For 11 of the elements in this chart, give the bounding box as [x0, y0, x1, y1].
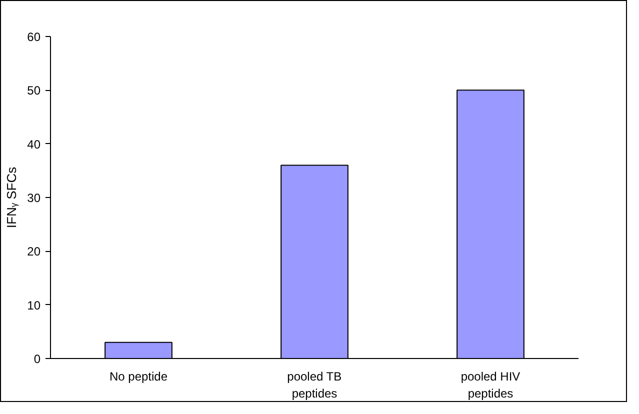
y-tick-label: 60 [27, 30, 41, 44]
x-tick-label: pooled TB peptides [287, 370, 342, 400]
y-tick-label: 20 [27, 244, 41, 259]
y-axis-title: IFNᵧ SFCs [4, 166, 20, 228]
y-tick-label: 40 [27, 137, 41, 152]
y-tick-label: 30 [27, 191, 41, 205]
y-tick-label: 0 [34, 352, 41, 366]
x-tick-label: No peptide [109, 370, 168, 384]
y-tick-label: 10 [27, 298, 41, 312]
x-tick-label: pooled HIV peptides [460, 370, 520, 400]
y-tick-label: 50 [27, 84, 41, 98]
